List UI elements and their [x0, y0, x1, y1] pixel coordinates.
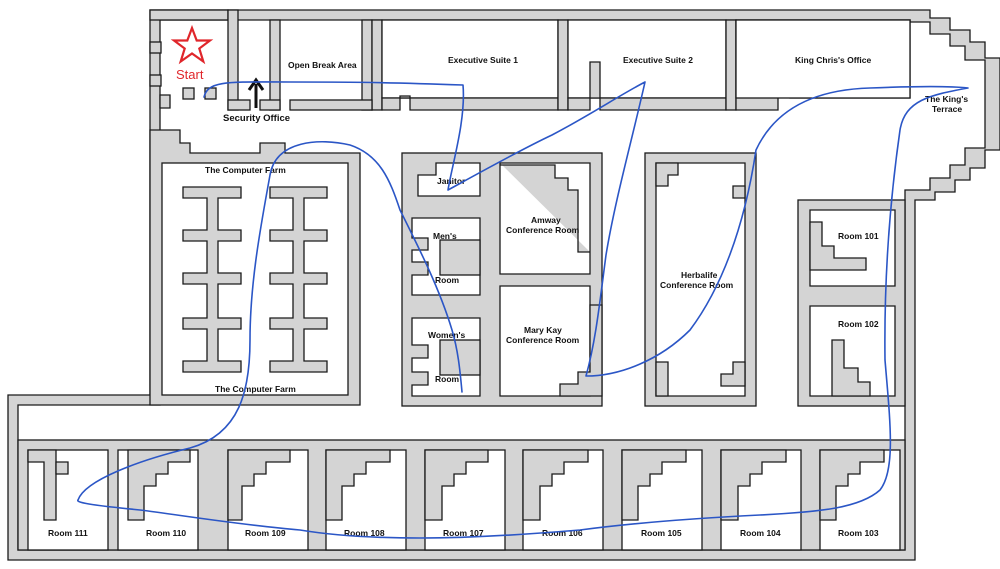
break-wall-bottom: [289, 99, 373, 111]
herbalife-label-line1: Herbalife: [681, 270, 718, 280]
herbalife-room: [655, 162, 746, 397]
room-101-corner: [809, 221, 867, 271]
room-102-room: [809, 305, 896, 397]
room-107-label: Room 107: [443, 528, 484, 538]
amway-label-line2: Conference Room: [506, 225, 580, 235]
room-109-room: [227, 449, 309, 551]
pillar: [159, 94, 171, 109]
mens-inner-wall: [439, 239, 481, 276]
executive-suite-2-label: Executive Suite 2: [623, 55, 693, 65]
room-105-label: Room 105: [641, 528, 682, 538]
entry-pillars: [149, 41, 217, 109]
herbalife-label-line2: Conference Room: [660, 280, 734, 290]
mary-kay-label-line1: Mary Kay: [524, 325, 562, 335]
pillar: [204, 87, 217, 100]
room-111-label: Room 111: [48, 528, 88, 538]
desk-rack-left: [182, 186, 242, 373]
mary-kay-corner: [559, 304, 603, 397]
room-110-label: Room 110: [146, 528, 186, 538]
mens-room-label-line2: Room: [435, 275, 460, 285]
amway-label-line1: Amway: [531, 215, 561, 225]
central-core: [401, 152, 603, 407]
janitor-room: [417, 162, 481, 197]
pillar: [149, 74, 162, 87]
room-105-room: [621, 449, 703, 551]
route-path: [77, 81, 969, 539]
open-break-area-label: Open Break Area: [288, 60, 357, 70]
security-wall-left: [227, 9, 239, 111]
herbalife-corner-bl: [655, 361, 669, 397]
room-106-label: Room 106: [542, 528, 583, 538]
star-icon: [170, 24, 214, 65]
herbalife-corner-tr: [732, 185, 746, 199]
break-wall-right: [361, 19, 373, 111]
security-office-label: Security Office: [223, 113, 290, 124]
room-102-corner: [831, 339, 871, 397]
room-103-label: Room 103: [838, 528, 879, 538]
room-104-room: [720, 449, 802, 551]
mary-kay-label-line2: Conference Room: [506, 335, 580, 345]
start-label: Start: [176, 67, 204, 82]
room-106-room: [522, 449, 604, 551]
kings-terrace-label-line1: The King's: [925, 94, 968, 104]
bottom-rooms: [17, 439, 906, 551]
room-111-room: [27, 449, 109, 551]
king-chris-office-label: King Chris's Office: [795, 55, 871, 65]
kings-terrace-label-line2: Terrace: [932, 104, 962, 114]
computer-farm-top-label: The Computer Farm: [205, 165, 286, 175]
womens-room-label-line2: Room: [435, 374, 460, 384]
exec2-wall-right: [725, 19, 737, 111]
room-108-label: Room 108: [344, 528, 385, 538]
room-102-label: Room 102: [838, 319, 879, 329]
room-107-room: [424, 449, 506, 551]
top-row-rooms: [149, 9, 911, 111]
pillar: [149, 41, 162, 54]
room-109-label: Room 109: [245, 528, 286, 538]
security-wall-bottom: [227, 99, 251, 111]
room-labels: Security Office Open Break Area Executiv…: [48, 55, 968, 538]
amway-room: [499, 162, 591, 275]
room-103-room: [819, 449, 901, 551]
herbalife-corner-br: [720, 361, 746, 387]
pillar: [182, 87, 195, 100]
security-wall-bottom-r: [259, 99, 281, 111]
executive-suite-1-label: Executive Suite 1: [448, 55, 518, 65]
womens-room-label-line1: Women's: [428, 330, 466, 340]
king-chris-office-room: [735, 19, 911, 99]
janitor-label: Janitor: [437, 176, 466, 186]
desk-rack-right: [269, 186, 328, 373]
computer-farm-bottom-label: The Computer Farm: [215, 384, 296, 394]
security-wall-right: [269, 19, 281, 111]
top-wall-left: [149, 9, 229, 21]
room-108-room: [325, 449, 407, 551]
room-110-room: [117, 449, 199, 551]
room-104-label: Room 104: [740, 528, 781, 538]
exec-divider: [557, 19, 569, 111]
right-rooms: [797, 199, 906, 407]
herbalife-block: [644, 152, 757, 407]
room-101-label: Room 101: [838, 231, 879, 241]
up-arrow-icon: [247, 77, 265, 108]
herbalife-corner-tl: [655, 162, 679, 187]
exec1-wall-left: [371, 19, 383, 111]
mens-room-label-line1: Men's: [433, 231, 457, 241]
